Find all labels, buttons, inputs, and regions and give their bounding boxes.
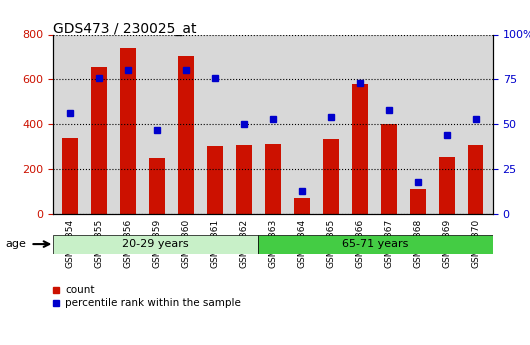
Legend: count, percentile rank within the sample: count, percentile rank within the sample — [48, 281, 245, 313]
Bar — [91, 67, 107, 214]
Bar — [236, 145, 252, 214]
Bar — [352, 84, 368, 214]
Text: GDS473 / 230025_at: GDS473 / 230025_at — [53, 22, 197, 37]
Text: 20-29 years: 20-29 years — [122, 239, 189, 249]
Text: 65-71 years: 65-71 years — [342, 239, 409, 249]
Bar — [178, 56, 194, 214]
Bar — [63, 138, 78, 214]
FancyBboxPatch shape — [53, 235, 258, 254]
Bar — [410, 189, 426, 214]
Bar — [207, 146, 223, 214]
Bar — [439, 157, 455, 214]
Bar — [467, 145, 483, 214]
Bar — [294, 198, 310, 214]
FancyBboxPatch shape — [258, 235, 493, 254]
Bar — [265, 144, 281, 214]
Text: age: age — [5, 239, 26, 249]
Bar — [381, 124, 396, 214]
Bar — [149, 158, 165, 214]
Bar — [120, 48, 136, 214]
Bar — [323, 139, 339, 214]
